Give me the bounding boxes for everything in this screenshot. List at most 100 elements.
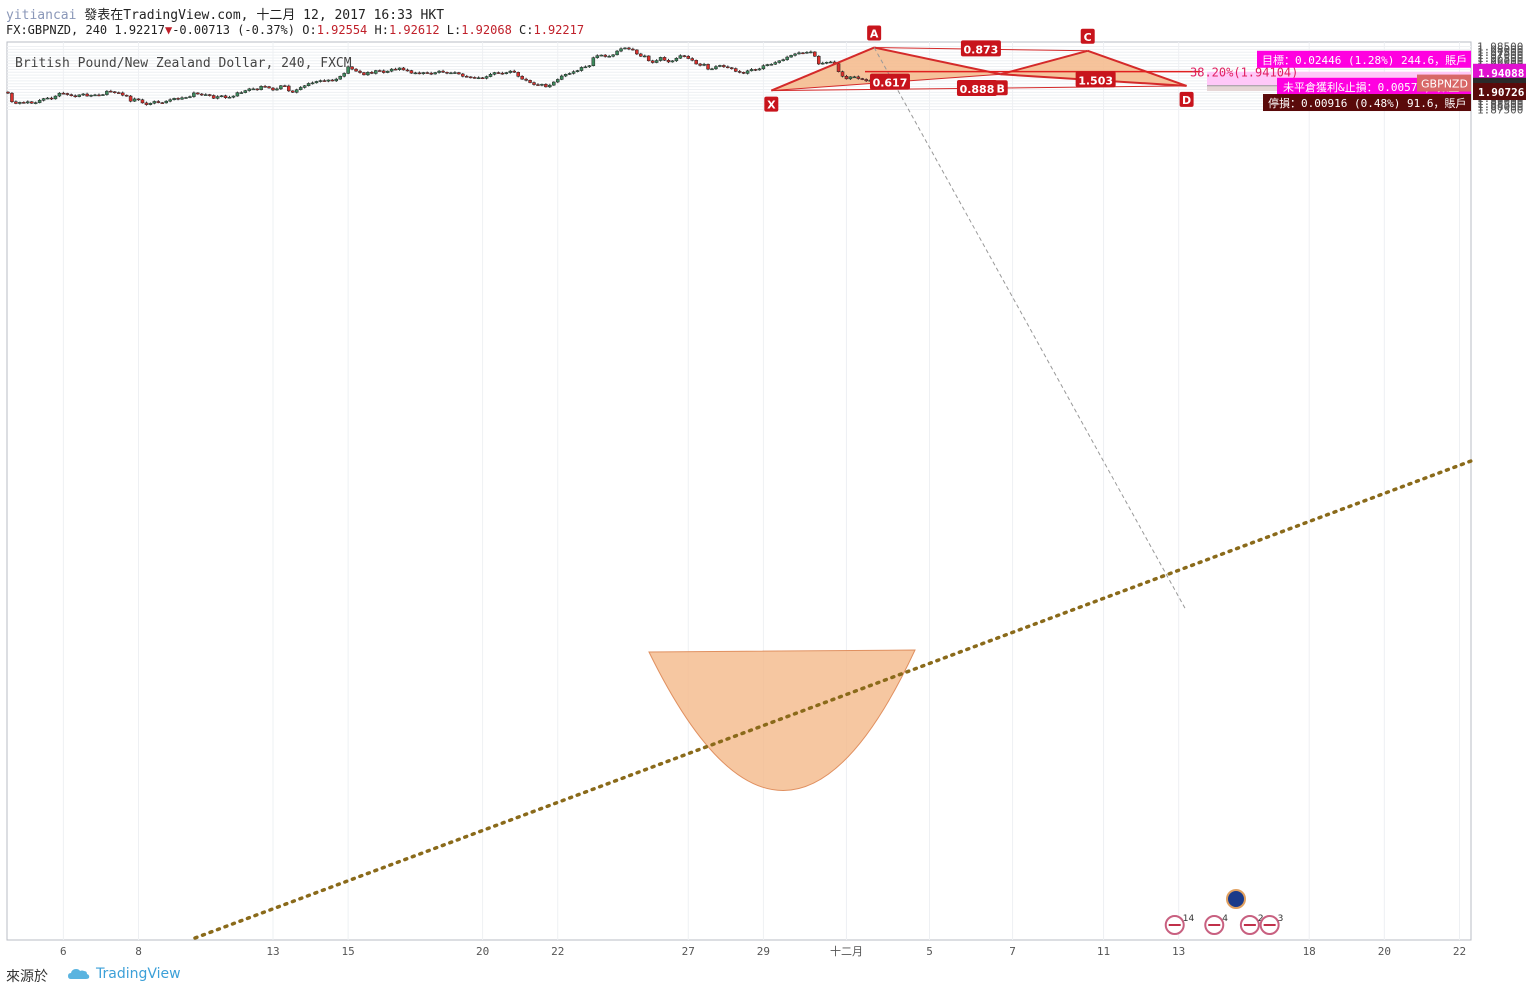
candle-body (235, 92, 240, 97)
x-tick-label: 13 (1172, 945, 1185, 958)
candle-body (461, 73, 465, 77)
time-axis[interactable]: 6 8 13 15 20 22 27 29 十二月 5 7 11 13 18 20 22 (60, 944, 1466, 958)
candle-body (623, 47, 627, 50)
candle-body (528, 80, 532, 83)
candle-body (251, 88, 255, 91)
candle-body (425, 72, 429, 74)
candle-body (81, 93, 85, 96)
ratio-label: 0.617 (873, 77, 908, 90)
candle-body (579, 67, 584, 71)
candle-body (255, 88, 259, 91)
fib-label: 38.20%(1.94104) (1190, 66, 1298, 80)
candle-body (536, 84, 540, 86)
trade-labels: 目標：0.02446 (1.28%) 244.6，賬戶 1.94088 未平倉獲利&… (1257, 50, 1526, 112)
candle-body (172, 98, 176, 101)
candle-body (405, 69, 410, 72)
candle-body (287, 85, 291, 92)
point-label-c: C (1084, 31, 1092, 44)
x-tick-label: 29 (757, 945, 770, 958)
candle-body (437, 70, 441, 73)
candle-body (204, 94, 208, 96)
point-marker-d (1179, 91, 1194, 107)
point-label-a: A (870, 28, 879, 41)
x-tick-label: 22 (1453, 945, 1466, 958)
x-tick-label: 20 (1378, 945, 1391, 958)
candle-body (291, 90, 295, 93)
candle-body (124, 94, 129, 97)
candle-body (211, 95, 216, 99)
candle-body (733, 68, 738, 72)
candle-body (409, 70, 414, 74)
candle-body (567, 73, 572, 75)
candle-body (322, 80, 327, 82)
ohlc-open-label: O: (302, 23, 317, 37)
x-tick-label: 13 (266, 945, 279, 958)
leg-cd (1087, 49, 1187, 87)
candle-body (749, 69, 754, 72)
candle-body (607, 55, 611, 58)
candle-body (188, 96, 192, 98)
candle-body (207, 94, 212, 96)
candle-body (662, 57, 667, 61)
author-name[interactable]: yitiancai (6, 8, 77, 23)
candle-body (298, 87, 303, 90)
event-markers[interactable]: 14 4 2 3 (1164, 889, 1284, 935)
candle-body (840, 71, 845, 77)
candle-body (310, 82, 315, 85)
candle-body (180, 97, 184, 100)
plot-frame (6, 41, 1472, 941)
candle-body (552, 81, 556, 86)
candle-body (152, 101, 157, 104)
candle-body (658, 57, 663, 61)
candle-body (504, 72, 509, 74)
x-tick-label: 18 (1303, 945, 1316, 958)
candle-body (591, 57, 596, 66)
candle-body (271, 87, 275, 91)
candle-body (342, 73, 346, 77)
candle-body (836, 63, 841, 72)
source-label: 來源於 (6, 969, 48, 985)
candle-body (61, 92, 66, 95)
candle-body (381, 70, 386, 73)
candle-body (761, 65, 766, 70)
candle-body (516, 72, 520, 77)
candle-body (397, 67, 402, 70)
candle-body (555, 79, 560, 83)
candle-body (828, 61, 833, 64)
candle-body (575, 70, 580, 72)
candle-body (524, 78, 528, 81)
tradingview-brand[interactable]: TradingView (68, 966, 181, 982)
candle-body (757, 68, 762, 71)
candle-body (401, 67, 406, 71)
brand-label: TradingView (96, 966, 181, 982)
candle-body (813, 51, 817, 57)
chart-header-line1: yitiancai 發表在TradingView.com, 十二月 12, 20… (6, 4, 444, 23)
point-label-x: X (767, 99, 776, 112)
candle-body (820, 62, 825, 65)
candle-body (635, 49, 639, 55)
y-tick-label: 1.87500 (1477, 104, 1523, 117)
candle-body (702, 63, 706, 66)
chart-header-line2: FX:GBPNZD, 240 1.92217▼-0.00713 (-0.37%)… (6, 23, 584, 37)
price-change: -0.00713 (-0.37%) (172, 23, 296, 37)
candle-body (627, 47, 631, 50)
x-tick-label: 20 (476, 945, 489, 958)
candle-body (26, 101, 30, 104)
candle-body (793, 53, 797, 56)
candle-body (571, 71, 576, 74)
candle-body (14, 101, 18, 104)
candle-body (785, 56, 789, 60)
leg-bc (1000, 49, 1088, 76)
candle-body (144, 102, 149, 105)
candle-body (239, 92, 244, 94)
candle-body (809, 51, 813, 54)
event-count: 14 (1183, 914, 1195, 924)
candle-body (615, 50, 619, 56)
candle-body (168, 99, 172, 102)
candle-body (263, 86, 267, 88)
candle-body (148, 102, 153, 105)
candle-body (797, 52, 801, 55)
y-tick-label: 1.97000 (1477, 49, 1523, 62)
candle-body (753, 69, 758, 71)
